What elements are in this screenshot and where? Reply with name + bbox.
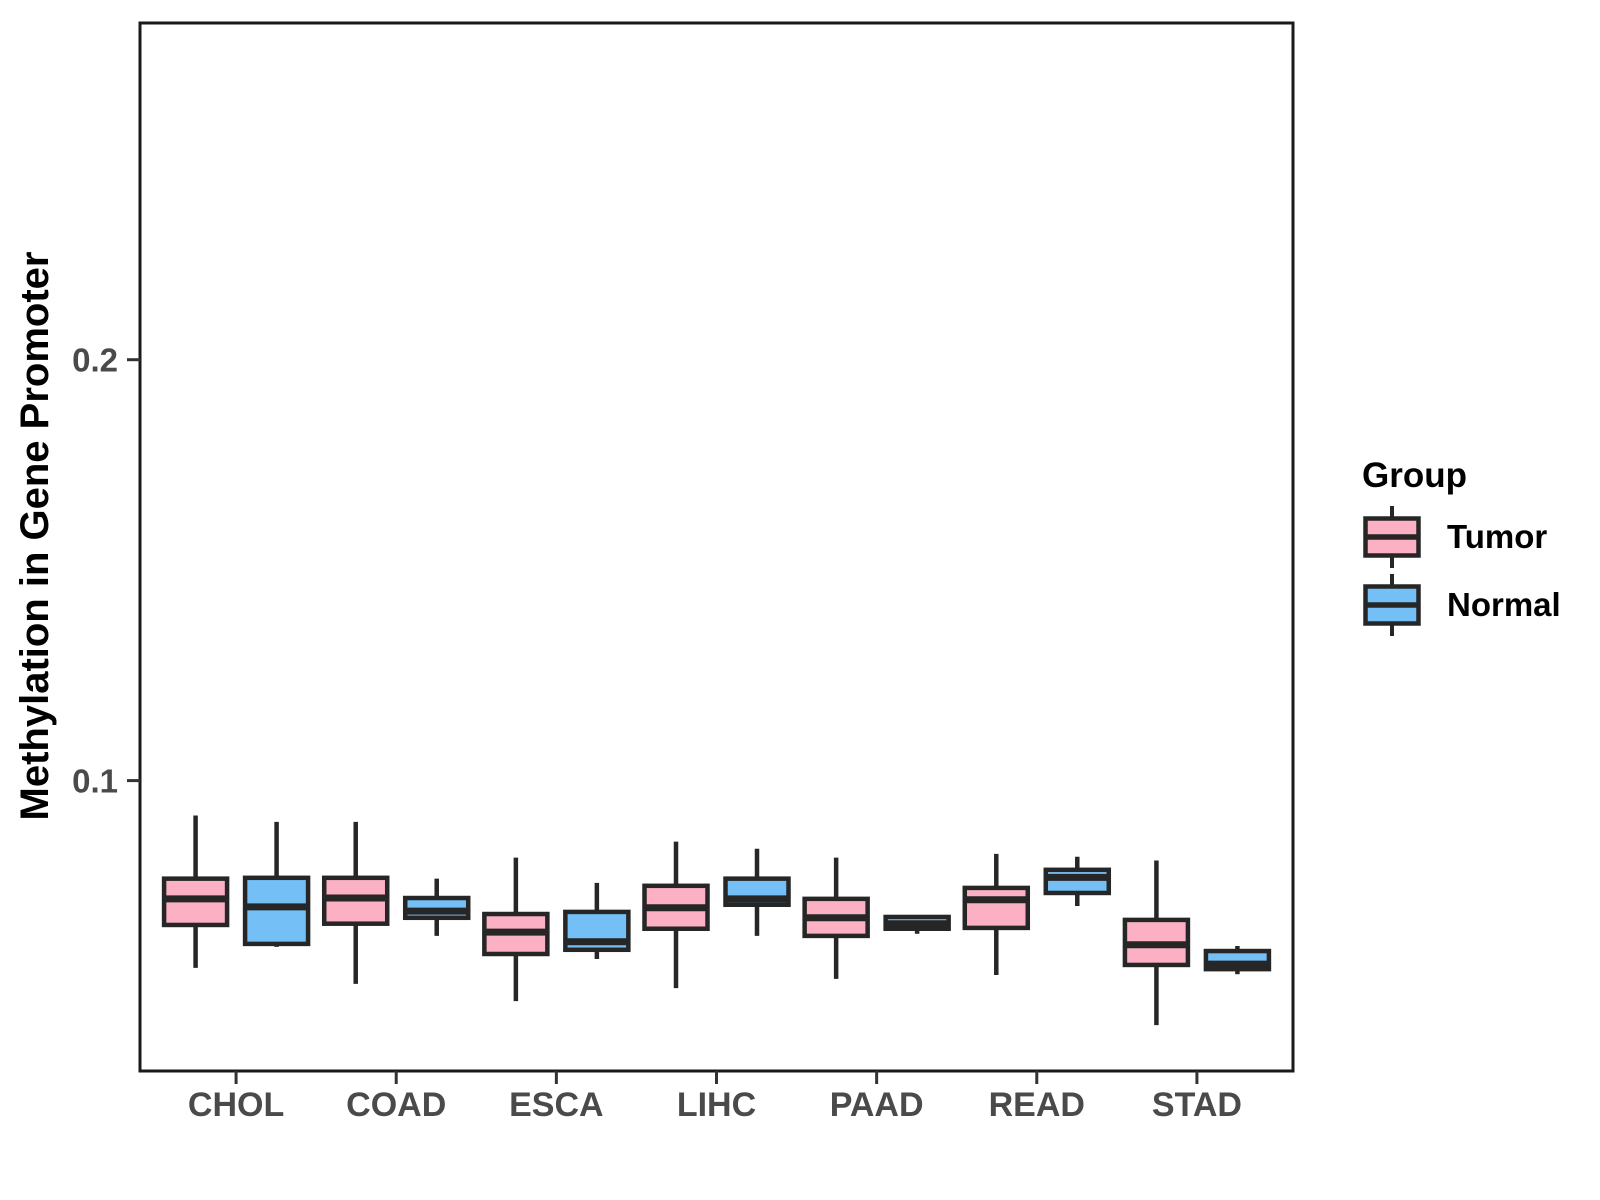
y-tick-label-0.1: 0.1 [72, 763, 118, 800]
legend-title: Group [1362, 456, 1467, 495]
legend-entry-tumor: Tumor [1362, 504, 1561, 570]
x-axis-label-CHOL: CHOL [188, 1086, 284, 1124]
legend-key-tumor-boxplot-icon [1363, 506, 1421, 568]
x-axis-label-LIHC: LIHC [677, 1086, 756, 1124]
legend-label-tumor: Tumor [1447, 518, 1548, 555]
box-normal-CHOL [242, 875, 311, 947]
legend: Group Tumor Normal [1362, 458, 1561, 640]
legend-key-normal-boxplot-icon [1363, 574, 1421, 636]
panel-border [138, 21, 1295, 1073]
x-axis-label-STAD: STAD [1152, 1086, 1242, 1124]
legend-entries: Tumor Normal [1362, 504, 1561, 638]
legend-entry-normal: Normal [1362, 572, 1561, 638]
y-tick-label-0.2: 0.2 [72, 342, 118, 379]
x-axis-label-PAAD: PAAD [830, 1086, 924, 1124]
legend-label-normal: Normal [1447, 586, 1561, 623]
box-normal-READ [1043, 867, 1112, 896]
x-axis-label-READ: READ [989, 1086, 1085, 1124]
x-axis-label-ESCA: ESCA [509, 1086, 603, 1124]
box-tumor-READ [962, 885, 1031, 931]
x-axis-label-COAD: COAD [346, 1086, 446, 1124]
